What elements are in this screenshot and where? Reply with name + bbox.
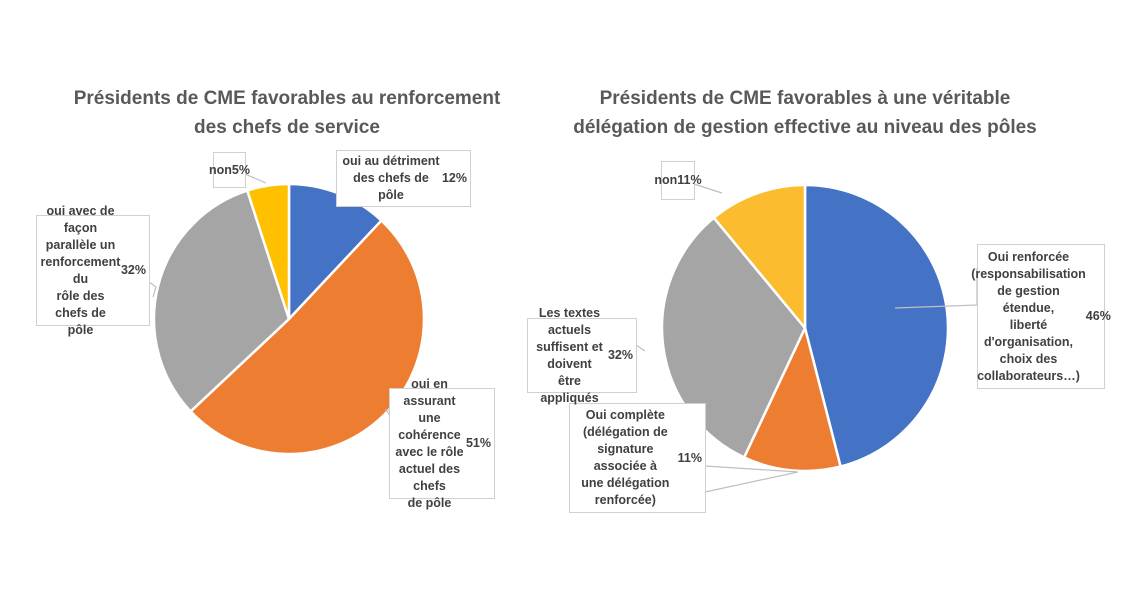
pie-slice	[660, 216, 807, 460]
label-value: 11%	[677, 173, 702, 187]
data-label-detriment: oui au détriment des chefs de pôle 12%	[336, 150, 471, 207]
label-value: 12%	[441, 171, 467, 185]
label-category: Oui complète (délégation de signature as…	[581, 408, 670, 507]
leader-line	[704, 465, 799, 493]
label-value: 51%	[465, 436, 491, 450]
leader-line	[635, 344, 646, 352]
label-value: 32%	[120, 263, 146, 277]
data-label-coherence: oui en assurant une cohérence avec le rô…	[389, 377, 495, 510]
data-label-parallele: oui avec de façon parallèle un renforcem…	[36, 204, 150, 337]
label-category: Oui renforcée (responsabilisation de ges…	[971, 249, 1086, 383]
pie-slice	[803, 183, 950, 469]
chart-title-chefs-de-service: Présidents de CME favorables au renforce…	[73, 88, 501, 138]
label-category: non	[209, 162, 232, 177]
label-category: oui en assurant une cohérence avec le rô…	[395, 376, 464, 510]
leader-line	[693, 183, 723, 194]
label-category: non	[654, 173, 678, 187]
label-value: 46%	[1085, 309, 1111, 323]
label-value: 32%	[607, 348, 633, 362]
data-label-non: non 5%	[209, 152, 250, 188]
data-label-renforcee: Oui renforcée (responsabilisation de ges…	[971, 244, 1111, 389]
leader-line	[148, 281, 157, 298]
pie-delegation-poles	[660, 183, 950, 473]
label-value: 11%	[677, 450, 702, 465]
pie-slice	[245, 182, 291, 320]
data-label-complete: Oui complète (délégation de signature as…	[569, 403, 706, 513]
label-category: Les textes actuels suffisent et doivent …	[536, 305, 603, 405]
data-label-non: non 11%	[654, 161, 702, 200]
pie-chefs-de-service	[152, 182, 426, 456]
data-label-textes-actuels: Les textes actuels suffisent et doivent …	[527, 306, 637, 405]
pie-slice	[742, 324, 843, 473]
pie-slice	[712, 183, 807, 332]
pie-slice	[152, 189, 291, 414]
label-category: oui avec de façon parallèle un renforcem…	[40, 203, 121, 337]
chart-title-delegation-poles: Présidents de CME favorables à une vérit…	[573, 88, 1037, 138]
label-category: oui au détriment des chefs de pôle	[342, 154, 440, 202]
leader-line	[244, 173, 267, 184]
label-value: 5%	[231, 162, 250, 177]
pie-slice	[188, 218, 426, 456]
